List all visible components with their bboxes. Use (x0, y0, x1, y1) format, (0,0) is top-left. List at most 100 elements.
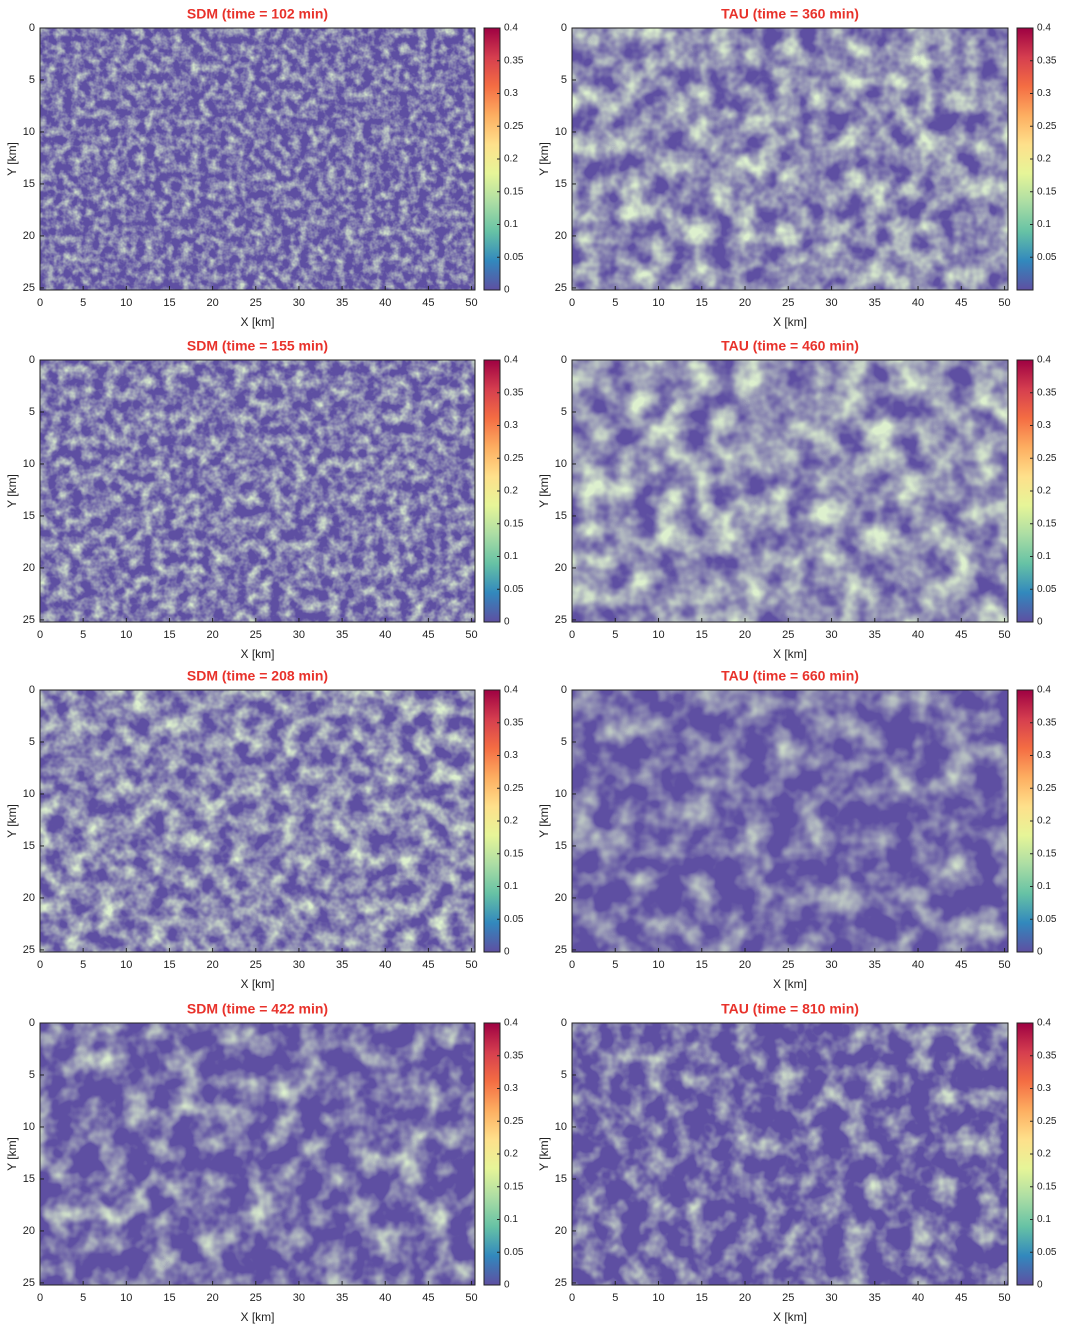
y-tick-label: 20 (23, 892, 35, 904)
colorbar-tick-label: 0.35 (504, 55, 524, 66)
x-axis-label: X [km] (773, 315, 807, 329)
y-tick-label: 0 (29, 684, 35, 696)
colorbar-tick-label: 0.3 (504, 88, 518, 99)
colorbar-tick-label: 0.35 (504, 387, 524, 398)
x-axis-label: X [km] (773, 647, 807, 661)
x-axis-label: X [km] (240, 315, 274, 329)
colorbar-tick-label: 0.15 (504, 848, 524, 859)
x-tick-label: 35 (336, 1292, 348, 1304)
x-tick-label: 10 (652, 297, 664, 309)
x-tick-label: 20 (206, 629, 218, 641)
x-tick-label: 35 (336, 959, 348, 971)
heatmap-field (572, 360, 1008, 622)
y-tick-label: 25 (555, 1277, 567, 1289)
x-tick-label: 15 (696, 629, 708, 641)
x-tick-label: 50 (998, 297, 1010, 309)
x-tick-label: 35 (336, 629, 348, 641)
colorbar-tick-label: 0.2 (1037, 154, 1051, 165)
y-tick-label: 20 (555, 230, 567, 242)
x-tick-label: 5 (80, 1292, 86, 1304)
x-tick-label: 30 (825, 297, 837, 309)
y-tick-label: 20 (23, 562, 35, 574)
x-tick-label: 30 (293, 297, 305, 309)
x-tick-label: 40 (912, 297, 924, 309)
x-tick-label: 35 (336, 297, 348, 309)
x-tick-label: 20 (739, 629, 751, 641)
y-axis-label: Y [km] (537, 804, 551, 838)
colorbar-tick-label: 0.2 (1037, 486, 1051, 497)
y-tick-label: 25 (555, 282, 567, 294)
colorbar-tick-label: 0.35 (504, 717, 524, 728)
x-tick-label: 50 (998, 959, 1010, 971)
colorbar-tick-label: 0.15 (1037, 518, 1057, 529)
x-tick-label: 5 (80, 629, 86, 641)
x-tick-label: 5 (612, 629, 618, 641)
x-tick-label: 5 (612, 1292, 618, 1304)
x-tick-label: 15 (163, 959, 175, 971)
colorbar-tick-label: 0 (1037, 1280, 1043, 1291)
y-tick-label: 5 (561, 736, 567, 748)
colorbar-tick-label: 0.4 (504, 1018, 518, 1029)
y-axis-label: Y [km] (537, 142, 551, 176)
colorbar-tick-label: 0.35 (1037, 387, 1057, 398)
x-tick-label: 35 (869, 959, 881, 971)
y-axis-label: Y [km] (5, 142, 19, 176)
y-tick-label: 25 (23, 1277, 35, 1289)
x-tick-label: 20 (206, 297, 218, 309)
plot-frame (39, 689, 476, 953)
x-tick-label: 10 (652, 1292, 664, 1304)
x-tick-label: 30 (293, 1292, 305, 1304)
y-tick-label: 15 (555, 840, 567, 852)
x-tick-label: 25 (250, 1292, 262, 1304)
x-tick-label: 25 (782, 1292, 794, 1304)
y-tick-label: 15 (555, 510, 567, 522)
colorbar-tick-label: 0.35 (504, 1050, 524, 1061)
x-tick-label: 25 (250, 297, 262, 309)
y-tick-label: 10 (555, 126, 567, 138)
colorbar-tick-label: 0.3 (1037, 750, 1051, 761)
x-tick-label: 45 (955, 959, 967, 971)
y-tick-label: 10 (23, 1121, 35, 1133)
x-tick-label: 45 (422, 629, 434, 641)
x-tick-label: 15 (163, 297, 175, 309)
x-axis-label: X [km] (240, 647, 274, 661)
x-tick-label: 15 (696, 297, 708, 309)
y-tick-label: 0 (29, 354, 35, 366)
colorbar-tick-label: 0.05 (504, 252, 524, 263)
x-tick-label: 0 (569, 297, 575, 309)
x-tick-label: 20 (739, 297, 751, 309)
plot-frame (571, 1022, 1009, 1286)
colorbar-tick-label: 0.1 (1037, 219, 1051, 230)
x-tick-label: 50 (465, 629, 477, 641)
x-tick-label: 30 (825, 629, 837, 641)
colorbar-tick-label: 0.1 (504, 219, 518, 230)
heatmap-field (572, 1023, 1008, 1285)
colorbar-tick-label: 0.2 (1037, 816, 1051, 827)
colorbar-tick-label: 0.4 (1037, 355, 1051, 366)
y-tick-label: 10 (555, 788, 567, 800)
chart-title: TAU (time = 660 min) (721, 668, 859, 684)
panel: SDM (time = 102 min) X [km] Y [km] 0 5 10 15 20… (5, 6, 524, 329)
x-tick-label: 10 (652, 629, 664, 641)
x-tick-label: 30 (293, 629, 305, 641)
colorbar-tick-label: 0.4 (1037, 23, 1051, 34)
chart-title: TAU (time = 360 min) (721, 6, 859, 22)
colorbar-tick-label: 0.25 (1037, 1116, 1057, 1127)
colorbar-tick-label: 0 (504, 285, 510, 296)
y-tick-label: 20 (555, 1225, 567, 1237)
y-tick-label: 10 (23, 126, 35, 138)
x-tick-label: 40 (379, 297, 391, 309)
y-tick-label: 0 (561, 1017, 567, 1029)
heatmap-field (40, 690, 475, 952)
x-tick-label: 15 (163, 1292, 175, 1304)
colorbar-tick-label: 0.1 (504, 881, 518, 892)
x-tick-label: 5 (80, 959, 86, 971)
x-tick-label: 50 (465, 1292, 477, 1304)
colorbar-tick-label: 0.25 (1037, 783, 1057, 794)
colorbar-tick-label: 0.35 (1037, 1050, 1057, 1061)
colorbar-tick-label: 0 (504, 617, 510, 628)
colorbar-tick-label: 0 (1037, 947, 1043, 958)
x-tick-label: 30 (825, 959, 837, 971)
y-tick-label: 5 (561, 1069, 567, 1081)
